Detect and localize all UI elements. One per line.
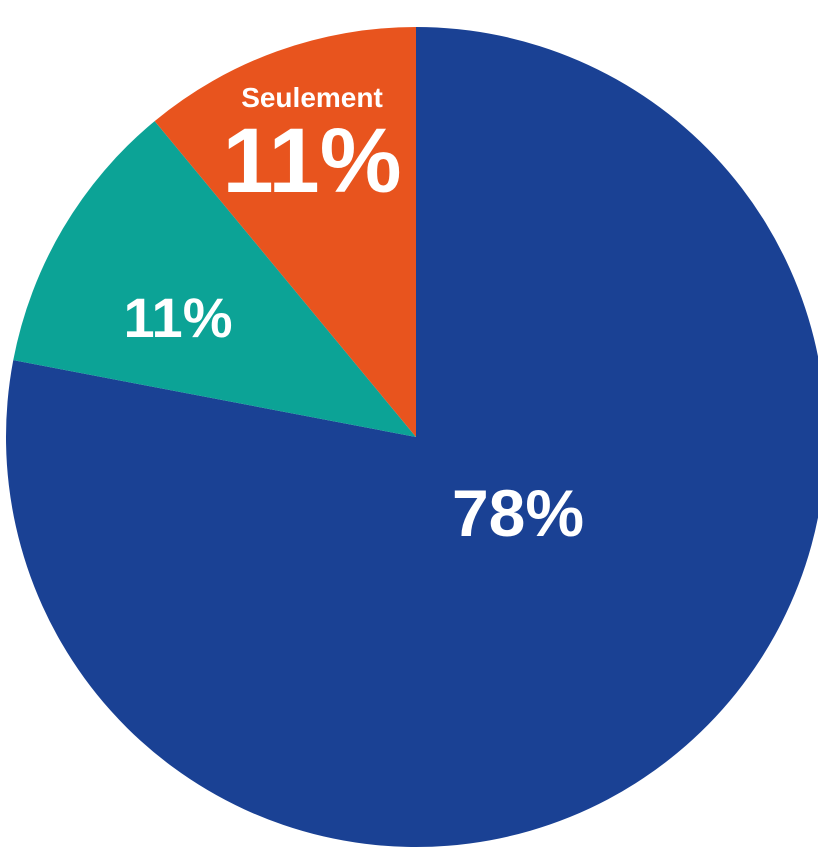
slice-label-teal: 11% — [124, 286, 233, 349]
pie-labels: 78% 11% Seulement 11% — [124, 82, 585, 550]
pie-slice-blue — [6, 27, 818, 847]
slice-label-orange: 11% — [222, 110, 401, 212]
pie-slice-orange — [154, 27, 416, 437]
pie-slices — [6, 27, 818, 847]
slice-label-blue: 78% — [452, 476, 584, 550]
pie-slice-teal — [13, 121, 416, 437]
slice-prefix-orange: Seulement — [241, 82, 383, 113]
